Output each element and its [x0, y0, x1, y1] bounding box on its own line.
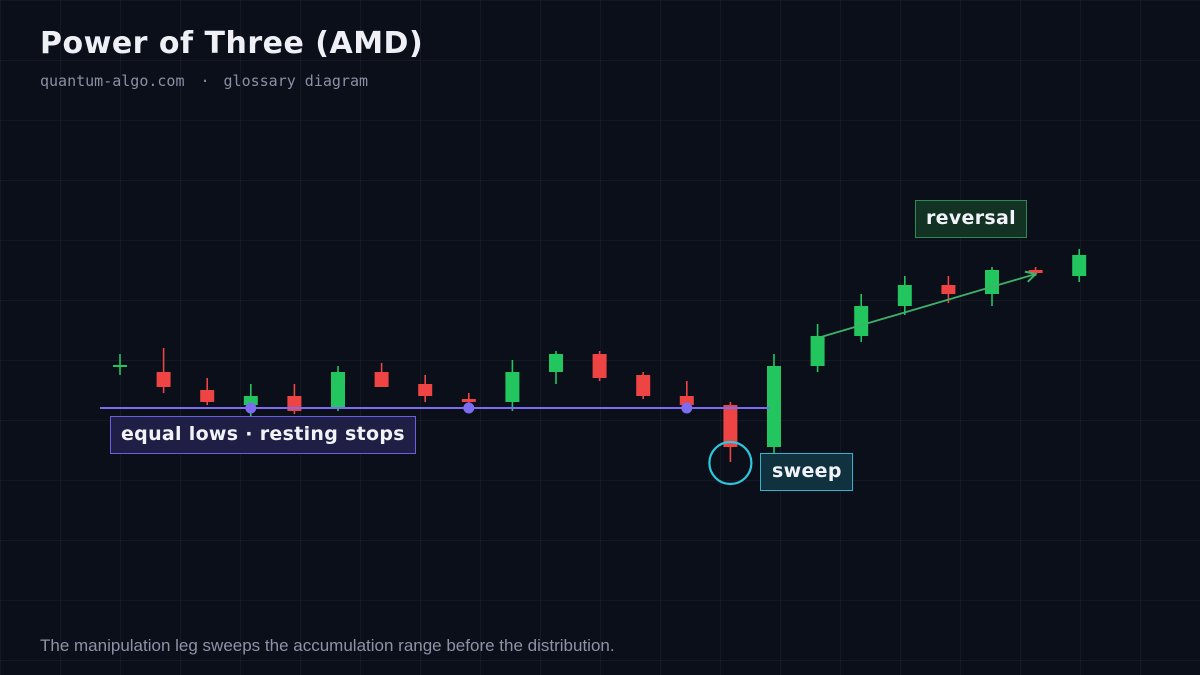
subtitle-separator: ·	[200, 72, 210, 90]
reversal-label: reversal	[915, 200, 1027, 238]
candle	[505, 360, 520, 411]
sweep-ring	[708, 440, 753, 486]
candle	[331, 366, 345, 411]
candle-body	[810, 336, 825, 366]
candles-group	[113, 249, 1087, 462]
candle-body	[113, 365, 127, 367]
diagram-tag: glossary diagram	[223, 72, 369, 90]
candle-body	[331, 372, 345, 408]
site-name: quantum-algo.com	[40, 72, 185, 90]
candle	[156, 348, 171, 393]
candle-body	[636, 375, 651, 396]
candle	[592, 351, 607, 381]
equal-low-marker	[245, 402, 257, 414]
candle-body	[679, 396, 694, 405]
candle-body	[156, 372, 171, 387]
candle-body	[1072, 255, 1087, 276]
overlays-group	[100, 270, 1038, 486]
candle-body	[200, 390, 215, 402]
candle-body	[418, 384, 433, 396]
candle-body	[592, 354, 607, 378]
candle	[767, 354, 781, 453]
candle	[200, 378, 215, 405]
candle-body	[1028, 270, 1043, 273]
candle-body	[985, 270, 999, 294]
candle	[287, 384, 302, 414]
candle	[418, 375, 433, 402]
candle	[897, 276, 912, 315]
candle-body	[723, 405, 738, 447]
candle-body	[941, 285, 956, 294]
candle	[636, 372, 651, 399]
candle-body	[897, 285, 912, 306]
subtitle: quantum-algo.com · glossary diagram	[40, 72, 368, 90]
candle	[941, 276, 956, 303]
candle-body	[505, 372, 520, 402]
caption: The manipulation leg sweeps the accumula…	[40, 636, 615, 655]
candle	[854, 294, 869, 342]
page-title: Power of Three (AMD)	[40, 26, 424, 61]
candle-body	[461, 399, 476, 402]
candle	[113, 354, 127, 375]
candle	[1072, 249, 1087, 282]
sweep-label: sweep	[760, 453, 853, 491]
candle	[549, 351, 563, 384]
candle	[810, 324, 825, 372]
equal-low-marker	[463, 402, 475, 414]
equal-lows-label: equal lows · resting stops	[110, 416, 416, 454]
candle	[723, 402, 738, 462]
reversal-arrow-line	[817, 273, 1036, 339]
candle-body	[549, 354, 563, 372]
candle	[374, 363, 389, 387]
candle-body	[854, 306, 869, 336]
candle-body	[767, 366, 781, 447]
candle-body	[374, 372, 389, 387]
candle-body	[243, 396, 258, 405]
equal-low-marker	[681, 402, 693, 414]
reversal-arrowhead	[1024, 270, 1038, 283]
